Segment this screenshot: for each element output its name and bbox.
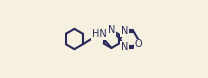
Text: N: N <box>121 26 128 36</box>
Text: N: N <box>121 42 128 52</box>
Text: HN: HN <box>92 29 107 39</box>
Text: N: N <box>108 25 115 35</box>
Text: O: O <box>134 39 142 49</box>
